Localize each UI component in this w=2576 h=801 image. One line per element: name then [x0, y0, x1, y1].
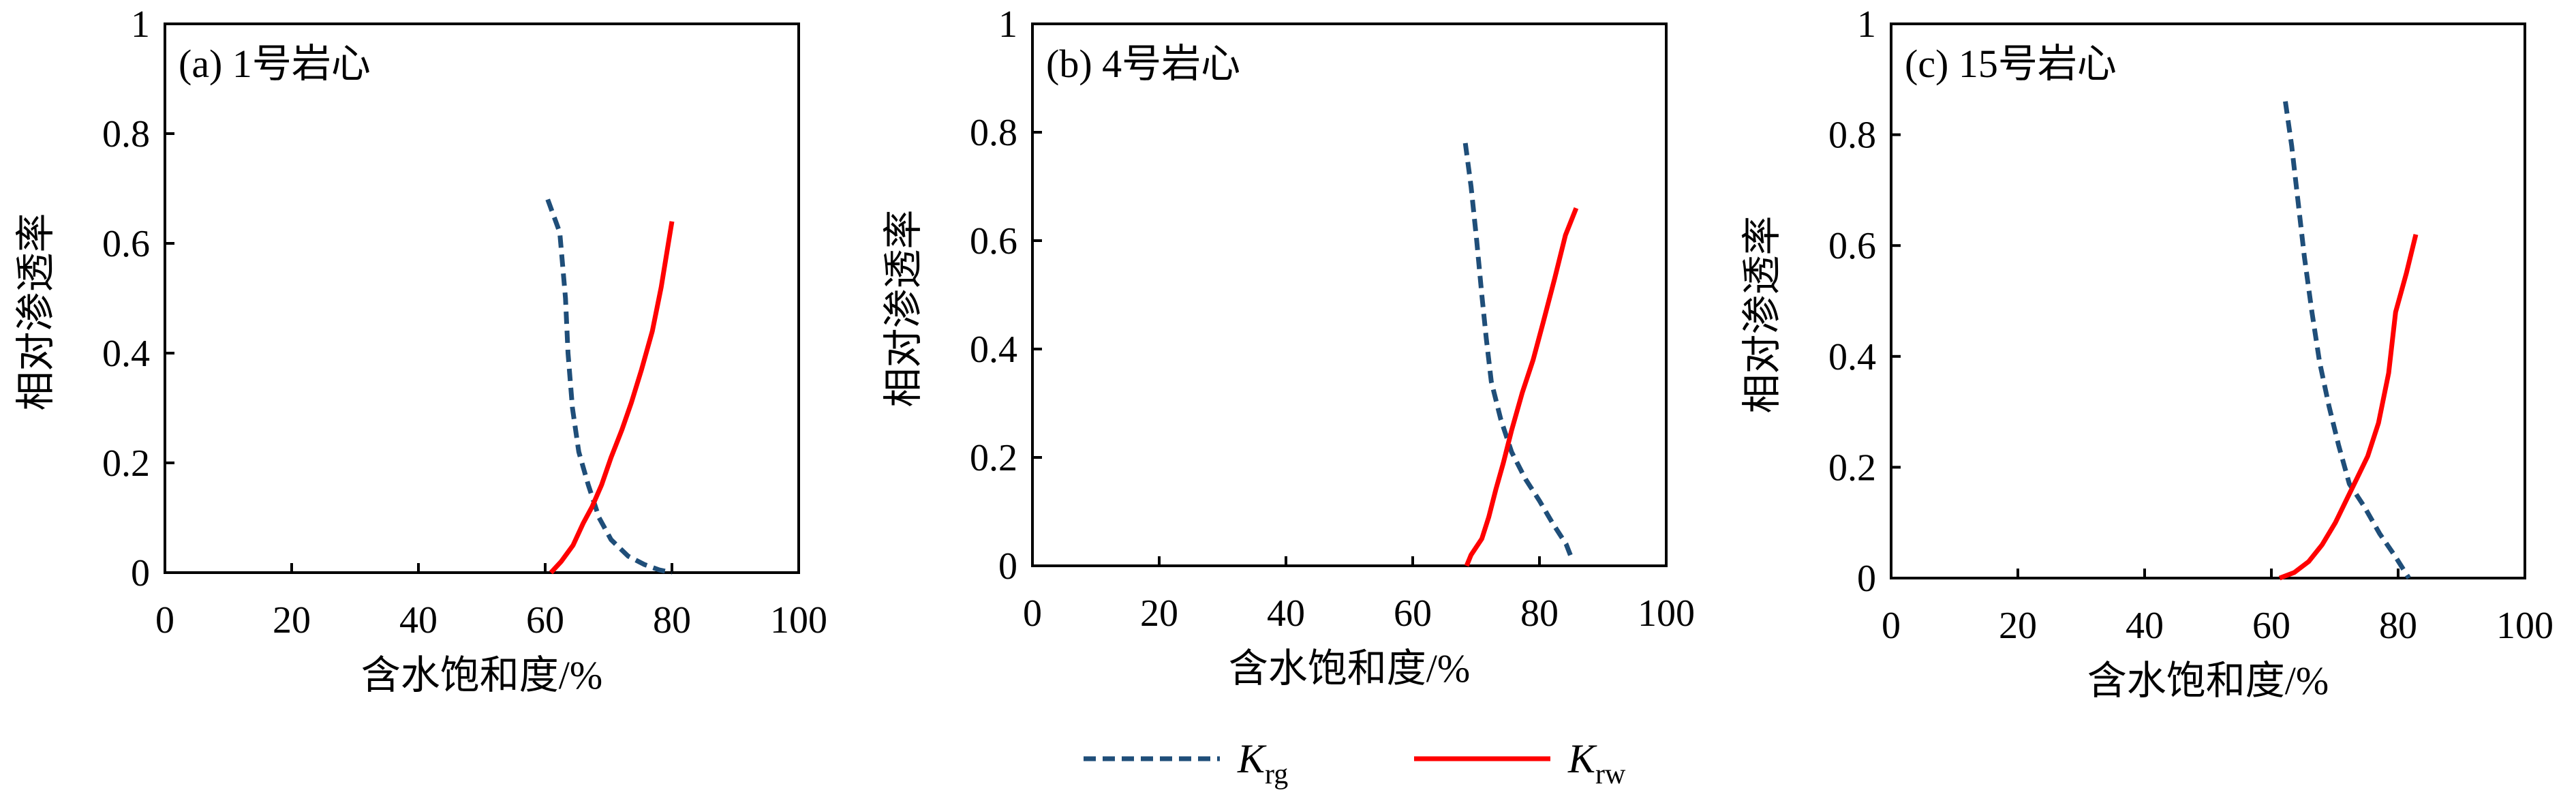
x-tick-label: 40: [399, 599, 438, 641]
y-tick-label: 0.4: [102, 333, 150, 375]
y-tick-label: 0.8: [1828, 115, 1876, 157]
panel-label: (c) 15号岩心: [1905, 42, 2117, 86]
y-tick-label: 0.8: [102, 113, 150, 155]
legend-label-main: K: [1237, 736, 1267, 781]
y-tick-label: 0: [131, 552, 150, 594]
y-axis-title: 相对渗透率: [1740, 215, 1784, 413]
x-tick-label: 0: [1023, 592, 1042, 635]
y-tick-label: 0: [998, 545, 1017, 588]
x-tick-label: 20: [1140, 592, 1178, 635]
series-krw-line: [549, 221, 675, 575]
x-tick-label: 20: [273, 599, 311, 641]
x-axis-title: 含水饱和度/%: [2087, 659, 2329, 703]
x-tick-label: 60: [1394, 592, 1432, 635]
y-tick-label: 0.2: [1828, 447, 1876, 489]
plot-frame: [164, 22, 800, 574]
y-axis-title: 相对渗透率: [881, 209, 925, 407]
series-krg-line: [545, 198, 673, 575]
y-tick-label: 0: [1857, 558, 1876, 600]
series-krg-line: [2283, 101, 2411, 579]
legend-krw-label: Krw: [1567, 736, 1626, 790]
panel-label: (b) 4号岩心: [1046, 42, 1240, 86]
y-tick-label: 0.6: [970, 220, 1017, 262]
plot-frame: [1890, 22, 2526, 579]
x-tick-label: 40: [1267, 592, 1305, 635]
x-tick-label: 80: [653, 599, 691, 641]
panel-label: (a) 1号岩心: [179, 42, 371, 86]
y-axis-title: 相对渗透率: [14, 213, 58, 410]
y-tick-label: 1: [131, 3, 150, 46]
series-krw-line: [2278, 234, 2419, 581]
x-axis-title: 含水饱和度/%: [361, 653, 602, 697]
series-krg-line: [1462, 142, 1575, 562]
x-tick-label: 0: [155, 599, 174, 641]
chart-panel-1: 0 20 40 60 80 100 0 0.2 0.4 0.6 0.8 1 含水饱和度/% 相对渗透率 (a…: [14, 3, 827, 697]
y-tick-label: 0.4: [970, 329, 1017, 371]
chart-panel-3: 0 20 40 60 80 100 0 0.2 0.4 0.6 0.8 1 含水饱和度/% 相对渗透率 (c…: [1740, 3, 2554, 703]
legend-krg-label: Krg: [1237, 736, 1288, 790]
x-tick-label: 80: [1520, 592, 1559, 635]
x-tick-label: 60: [526, 599, 564, 641]
x-tick-label: 100: [770, 599, 827, 641]
x-tick-label: 100: [2496, 605, 2554, 647]
legend-label-subscript: rw: [1595, 759, 1626, 790]
y-tick-label: 0.2: [102, 442, 150, 485]
y-tick-label: 1: [998, 3, 1017, 46]
legend-label-subscript: rg: [1265, 759, 1288, 790]
x-tick-label: 60: [2252, 605, 2290, 647]
y-tick-label: 0.2: [970, 437, 1017, 479]
legend: Krg Krw: [1084, 736, 1626, 790]
x-tick-label: 100: [1638, 592, 1695, 635]
chart-panel-2: 0 20 40 60 80 100 0 0.2 0.4 0.6 0.8 1 含水饱和度/% 相对渗透率 (b…: [881, 3, 1695, 691]
legend-label-main: K: [1567, 736, 1597, 781]
y-tick-label: 0.4: [1828, 336, 1876, 378]
x-tick-label: 80: [2379, 605, 2417, 647]
x-tick-label: 20: [1999, 605, 2037, 647]
y-tick-label: 0.6: [1828, 225, 1876, 267]
y-tick-label: 0.8: [970, 112, 1017, 154]
x-axis-title: 含水饱和度/%: [1229, 646, 1470, 691]
y-tick-label: 0.6: [102, 223, 150, 265]
x-tick-label: 40: [2126, 605, 2164, 647]
series-krw-line: [1464, 207, 1579, 567]
y-tick-label: 1: [1857, 3, 1876, 46]
x-tick-label: 0: [1882, 605, 1901, 647]
plot-frame: [1031, 22, 1668, 567]
